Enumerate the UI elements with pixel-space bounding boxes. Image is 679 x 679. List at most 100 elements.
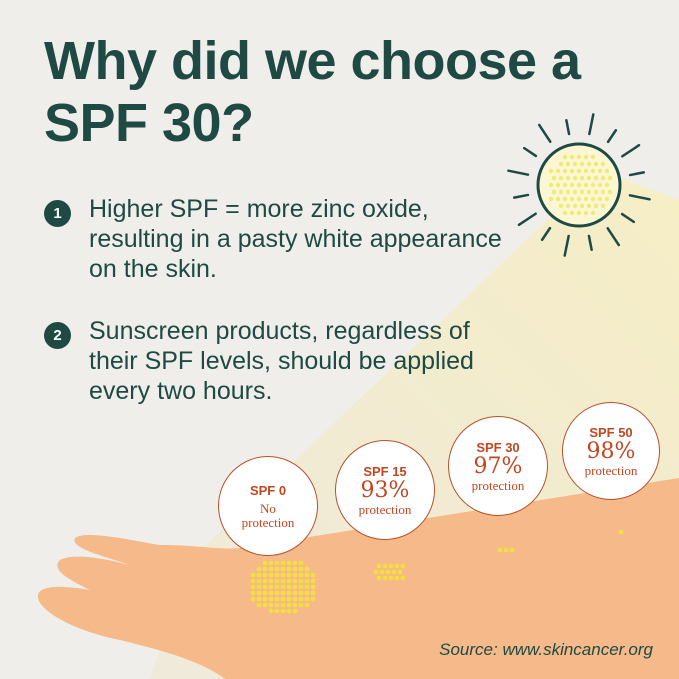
zinc-dot: [310, 596, 316, 602]
zinc-dots: [250, 529, 624, 614]
sun-dot: [569, 168, 575, 174]
zinc-dot: [503, 547, 509, 553]
zinc-dot: [304, 584, 310, 590]
sun-ray: [517, 212, 537, 227]
sun-dot: [558, 203, 564, 209]
sun-dot: [600, 175, 606, 181]
zinc-dot: [388, 575, 394, 581]
sun-ray: [606, 227, 621, 247]
sun-dot: [569, 196, 575, 202]
zinc-dot: [298, 584, 304, 590]
sun-dot: [590, 196, 596, 202]
sun-icon: [507, 113, 651, 257]
sun-dot: [572, 203, 578, 209]
sun-dot: [604, 196, 610, 202]
point-text: Sunscreen products, regardless of their …: [89, 317, 474, 405]
zinc-dot: [274, 590, 280, 596]
sun-dot: [572, 175, 578, 181]
zinc-dot: [268, 596, 274, 602]
zinc-dot: [274, 596, 280, 602]
zinc-dot: [250, 572, 256, 578]
zinc-dot: [268, 608, 274, 614]
zinc-dot: [292, 578, 298, 584]
zinc-dot: [286, 584, 292, 590]
sun-dot: [569, 154, 575, 160]
badge-value: 97%: [473, 453, 523, 479]
badge-label: SPF 15: [363, 463, 407, 479]
zinc-dot: [304, 566, 310, 572]
sun-dot: [565, 203, 571, 209]
zinc-dot: [379, 569, 385, 575]
zinc-dot: [256, 578, 262, 584]
sun-dot: [607, 189, 613, 195]
sun-ray: [620, 212, 635, 224]
zinc-dot: [280, 584, 286, 590]
sun-dot: [586, 203, 592, 209]
zinc-dot: [397, 569, 403, 575]
zinc-dot: [304, 590, 310, 596]
zinc-dot: [268, 566, 274, 572]
sun-dot: [604, 182, 610, 188]
sun-dot: [576, 210, 582, 216]
zinc-dot: [256, 590, 262, 596]
zinc-dot: [262, 602, 268, 608]
zinc-dot: [304, 578, 310, 584]
badge-sub: protection: [358, 501, 412, 517]
sun-dot: [579, 189, 585, 195]
zinc-dot: [376, 575, 382, 581]
sun-dot: [558, 189, 564, 195]
sun-ray: [621, 143, 641, 158]
sun-dot: [597, 168, 603, 174]
zinc-dot: [298, 560, 304, 566]
zinc-dot: [292, 590, 298, 596]
sun-dot: [558, 161, 564, 167]
sun-dot: [590, 210, 596, 216]
sun-dot: [555, 196, 561, 202]
zinc-dot: [256, 572, 262, 578]
zinc-dot: [292, 608, 298, 614]
badge-label: SPF 0: [249, 482, 287, 498]
spf-badge-30: SPF 30 97% protection: [448, 416, 548, 516]
sun-dot: [586, 175, 592, 181]
zinc-dot: [262, 584, 268, 590]
zinc-dot: [298, 566, 304, 572]
zinc-dot: [286, 572, 292, 578]
zinc-dot: [292, 602, 298, 608]
sun-dot: [576, 168, 582, 174]
sun-ray: [523, 146, 538, 158]
zinc-dot: [298, 578, 304, 584]
zinc-dot: [268, 584, 274, 590]
zinc-dot: [286, 560, 292, 566]
zinc-dot: [310, 572, 316, 578]
zinc-dot: [382, 575, 388, 581]
zinc-dot: [274, 578, 280, 584]
sun-ray: [537, 123, 552, 143]
zinc-dot: [268, 578, 274, 584]
zinc-dot: [280, 578, 286, 584]
badge-sub: protection: [584, 462, 638, 478]
sun-dot: [600, 189, 606, 195]
sun-dot: [562, 154, 568, 160]
sun-dot: [558, 175, 564, 181]
zinc-dot: [304, 602, 310, 608]
zinc-dot: [268, 572, 274, 578]
sun-dot: [548, 182, 554, 188]
zinc-dot: [274, 566, 280, 572]
zinc-dot: [292, 584, 298, 590]
sun-dot: [597, 182, 603, 188]
zinc-dot: [250, 584, 256, 590]
zinc-dot: [286, 602, 292, 608]
sun-dot: [562, 210, 568, 216]
zinc-dot: [286, 578, 292, 584]
zinc-dot: [268, 560, 274, 566]
spf-badge-15: SPF 15 93% protection: [335, 440, 435, 540]
zinc-dot: [250, 578, 256, 584]
zinc-dot: [394, 575, 400, 581]
sun-dot: [579, 175, 585, 181]
zinc-dot: [400, 563, 406, 569]
zinc-dot: [292, 596, 298, 602]
zinc-dot: [262, 578, 268, 584]
sun-dot: [562, 196, 568, 202]
sun-ray: [588, 113, 595, 136]
zinc-dot: [262, 560, 268, 566]
